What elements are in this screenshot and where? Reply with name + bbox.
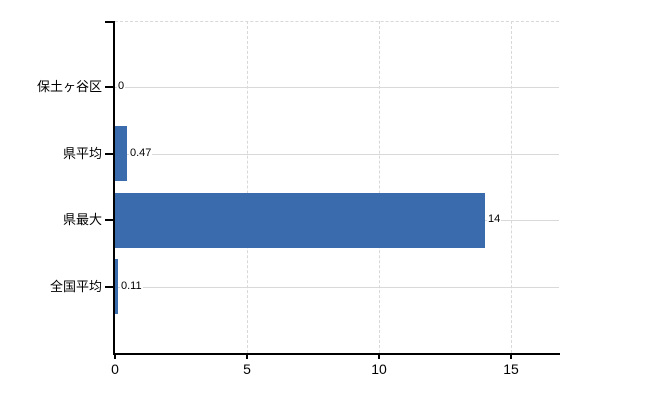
- y-gridline: [115, 287, 559, 288]
- value-label: 0.47: [129, 146, 153, 161]
- category-label: 県平均: [62, 146, 102, 161]
- plot-top-border: [115, 21, 559, 22]
- category-label: 県最大: [62, 212, 102, 227]
- x-tick: [510, 355, 512, 359]
- x-tick: [114, 355, 116, 359]
- y-axis-line: [113, 21, 115, 355]
- x-tick: [246, 355, 248, 359]
- x-gridline: [247, 21, 249, 353]
- value-label: 0: [117, 79, 126, 94]
- category-label: 保土ヶ谷区: [36, 79, 102, 94]
- bar: [115, 259, 118, 314]
- x-tick-label: 0: [111, 361, 119, 377]
- y-axis-top-tick: [105, 21, 113, 23]
- x-tick-label: 5: [243, 361, 251, 377]
- x-tick-label: 10: [371, 361, 387, 377]
- x-axis-line: [113, 353, 560, 355]
- y-gridline: [115, 154, 559, 155]
- x-tick-label: 15: [503, 361, 519, 377]
- y-gridline: [115, 87, 559, 88]
- bar: [115, 193, 485, 248]
- y-tick: [105, 153, 113, 155]
- y-tick: [105, 219, 113, 221]
- y-tick: [105, 86, 113, 88]
- category-label: 全国平均: [49, 279, 102, 294]
- x-gridline: [511, 21, 513, 353]
- x-gridline: [379, 21, 381, 353]
- bar: [115, 126, 127, 181]
- x-tick: [378, 355, 380, 359]
- value-label: 14: [487, 212, 502, 227]
- value-label: 0.11: [120, 279, 143, 294]
- y-tick: [105, 286, 113, 288]
